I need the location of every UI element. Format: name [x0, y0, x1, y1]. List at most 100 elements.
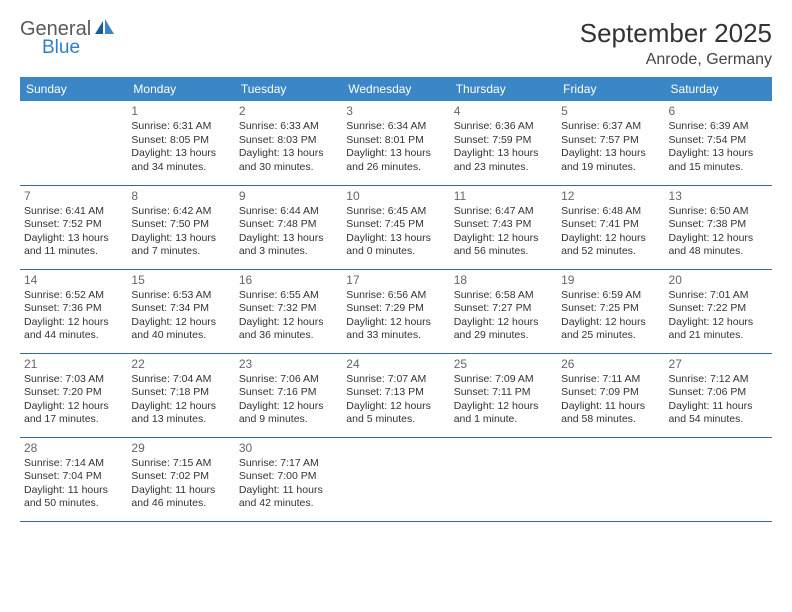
calendar-cell: 12Sunrise: 6:48 AMSunset: 7:41 PMDayligh…: [557, 185, 664, 269]
sunset-text: Sunset: 7:02 PM: [131, 470, 230, 483]
day-number: 19: [561, 273, 660, 288]
sunset-text: Sunset: 7:50 PM: [131, 218, 230, 231]
day-number: 14: [24, 273, 123, 288]
calendar-cell: 8Sunrise: 6:42 AMSunset: 7:50 PMDaylight…: [127, 185, 234, 269]
calendar-cell: 24Sunrise: 7:07 AMSunset: 7:13 PMDayligh…: [342, 353, 449, 437]
sunrise-text: Sunrise: 7:17 AM: [239, 457, 338, 470]
calendar-cell: [665, 437, 772, 521]
page-header: General Blue September 2025 Anrode, Germ…: [20, 18, 772, 69]
calendar-cell: 14Sunrise: 6:52 AMSunset: 7:36 PMDayligh…: [20, 269, 127, 353]
calendar-cell: 15Sunrise: 6:53 AMSunset: 7:34 PMDayligh…: [127, 269, 234, 353]
sunrise-text: Sunrise: 6:55 AM: [239, 289, 338, 302]
daylight-text: Daylight: 12 hours and 17 minutes.: [24, 400, 123, 427]
calendar-cell: 4Sunrise: 6:36 AMSunset: 7:59 PMDaylight…: [450, 101, 557, 185]
daylight-text: Daylight: 13 hours and 19 minutes.: [561, 147, 660, 174]
day-number: 6: [669, 104, 768, 119]
calendar-header-row: Sunday Monday Tuesday Wednesday Thursday…: [20, 77, 772, 101]
calendar-cell: 3Sunrise: 6:34 AMSunset: 8:01 PMDaylight…: [342, 101, 449, 185]
calendar-cell: 11Sunrise: 6:47 AMSunset: 7:43 PMDayligh…: [450, 185, 557, 269]
day-number: 5: [561, 104, 660, 119]
sunset-text: Sunset: 7:00 PM: [239, 470, 338, 483]
sunset-text: Sunset: 7:57 PM: [561, 134, 660, 147]
sunset-text: Sunset: 7:16 PM: [239, 386, 338, 399]
sunrise-text: Sunrise: 6:59 AM: [561, 289, 660, 302]
dayheader-saturday: Saturday: [665, 77, 772, 101]
calendar-cell: 9Sunrise: 6:44 AMSunset: 7:48 PMDaylight…: [235, 185, 342, 269]
daylight-text: Daylight: 13 hours and 26 minutes.: [346, 147, 445, 174]
calendar-cell: 23Sunrise: 7:06 AMSunset: 7:16 PMDayligh…: [235, 353, 342, 437]
sunrise-text: Sunrise: 6:53 AM: [131, 289, 230, 302]
daylight-text: Daylight: 12 hours and 40 minutes.: [131, 316, 230, 343]
sunset-text: Sunset: 7:29 PM: [346, 302, 445, 315]
daylight-text: Daylight: 11 hours and 58 minutes.: [561, 400, 660, 427]
day-number: 8: [131, 189, 230, 204]
day-number: 10: [346, 189, 445, 204]
daylight-text: Daylight: 12 hours and 25 minutes.: [561, 316, 660, 343]
sunrise-text: Sunrise: 6:45 AM: [346, 205, 445, 218]
daylight-text: Daylight: 12 hours and 33 minutes.: [346, 316, 445, 343]
day-number: 4: [454, 104, 553, 119]
calendar-cell: 5Sunrise: 6:37 AMSunset: 7:57 PMDaylight…: [557, 101, 664, 185]
daylight-text: Daylight: 12 hours and 44 minutes.: [24, 316, 123, 343]
daylight-text: Daylight: 12 hours and 56 minutes.: [454, 232, 553, 259]
sunset-text: Sunset: 7:43 PM: [454, 218, 553, 231]
sunrise-text: Sunrise: 6:37 AM: [561, 120, 660, 133]
sunrise-text: Sunrise: 6:56 AM: [346, 289, 445, 302]
location-label: Anrode, Germany: [580, 51, 772, 69]
daylight-text: Daylight: 13 hours and 0 minutes.: [346, 232, 445, 259]
sunset-text: Sunset: 7:36 PM: [24, 302, 123, 315]
sunset-text: Sunset: 7:04 PM: [24, 470, 123, 483]
dayheader-monday: Monday: [127, 77, 234, 101]
day-number: 23: [239, 357, 338, 372]
page-title: September 2025: [580, 18, 772, 49]
calendar-row: 1Sunrise: 6:31 AMSunset: 8:05 PMDaylight…: [20, 101, 772, 185]
sunset-text: Sunset: 7:11 PM: [454, 386, 553, 399]
sunrise-text: Sunrise: 6:41 AM: [24, 205, 123, 218]
daylight-text: Daylight: 12 hours and 36 minutes.: [239, 316, 338, 343]
sunrise-text: Sunrise: 7:14 AM: [24, 457, 123, 470]
sunset-text: Sunset: 7:09 PM: [561, 386, 660, 399]
day-number: 29: [131, 441, 230, 456]
sunrise-text: Sunrise: 6:42 AM: [131, 205, 230, 218]
calendar-cell: 1Sunrise: 6:31 AMSunset: 8:05 PMDaylight…: [127, 101, 234, 185]
sunset-text: Sunset: 7:22 PM: [669, 302, 768, 315]
calendar-row: 28Sunrise: 7:14 AMSunset: 7:04 PMDayligh…: [20, 437, 772, 521]
day-number: 28: [24, 441, 123, 456]
sunset-text: Sunset: 8:05 PM: [131, 134, 230, 147]
day-number: 26: [561, 357, 660, 372]
sunrise-text: Sunrise: 6:34 AM: [346, 120, 445, 133]
day-number: 3: [346, 104, 445, 119]
sunset-text: Sunset: 7:52 PM: [24, 218, 123, 231]
calendar-cell: 28Sunrise: 7:14 AMSunset: 7:04 PMDayligh…: [20, 437, 127, 521]
sunrise-text: Sunrise: 6:47 AM: [454, 205, 553, 218]
calendar-cell: 19Sunrise: 6:59 AMSunset: 7:25 PMDayligh…: [557, 269, 664, 353]
day-number: 12: [561, 189, 660, 204]
daylight-text: Daylight: 12 hours and 29 minutes.: [454, 316, 553, 343]
sunrise-text: Sunrise: 6:33 AM: [239, 120, 338, 133]
daylight-text: Daylight: 12 hours and 13 minutes.: [131, 400, 230, 427]
daylight-text: Daylight: 13 hours and 23 minutes.: [454, 147, 553, 174]
calendar-cell: 2Sunrise: 6:33 AMSunset: 8:03 PMDaylight…: [235, 101, 342, 185]
calendar-table: Sunday Monday Tuesday Wednesday Thursday…: [20, 77, 772, 522]
sunset-text: Sunset: 7:06 PM: [669, 386, 768, 399]
day-number: 22: [131, 357, 230, 372]
day-number: 25: [454, 357, 553, 372]
sunrise-text: Sunrise: 6:31 AM: [131, 120, 230, 133]
sunrise-text: Sunrise: 7:04 AM: [131, 373, 230, 386]
sunrise-text: Sunrise: 6:52 AM: [24, 289, 123, 302]
sunset-text: Sunset: 7:27 PM: [454, 302, 553, 315]
sunset-text: Sunset: 8:03 PM: [239, 134, 338, 147]
sunrise-text: Sunrise: 7:15 AM: [131, 457, 230, 470]
calendar-cell: 16Sunrise: 6:55 AMSunset: 7:32 PMDayligh…: [235, 269, 342, 353]
calendar-cell: 18Sunrise: 6:58 AMSunset: 7:27 PMDayligh…: [450, 269, 557, 353]
dayheader-thursday: Thursday: [450, 77, 557, 101]
daylight-text: Daylight: 12 hours and 48 minutes.: [669, 232, 768, 259]
day-number: 27: [669, 357, 768, 372]
sunset-text: Sunset: 7:32 PM: [239, 302, 338, 315]
calendar-cell: 6Sunrise: 6:39 AMSunset: 7:54 PMDaylight…: [665, 101, 772, 185]
daylight-text: Daylight: 12 hours and 52 minutes.: [561, 232, 660, 259]
sunrise-text: Sunrise: 7:01 AM: [669, 289, 768, 302]
title-block: September 2025 Anrode, Germany: [580, 18, 772, 69]
logo-sail-icon: [95, 18, 115, 41]
calendar-cell: 21Sunrise: 7:03 AMSunset: 7:20 PMDayligh…: [20, 353, 127, 437]
